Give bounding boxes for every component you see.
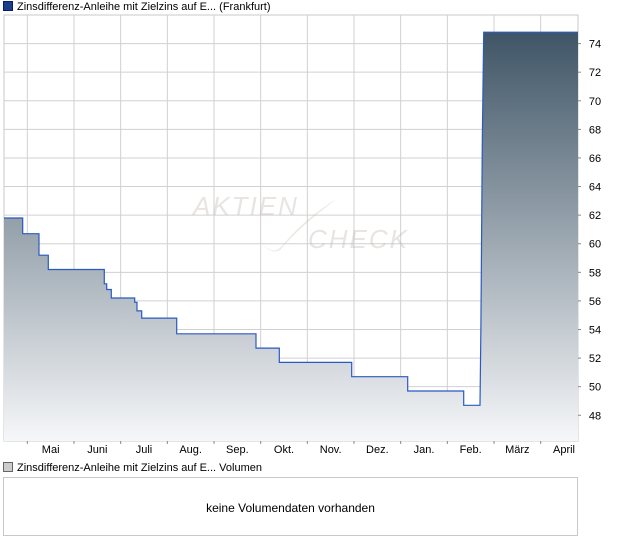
watermark-text-2: CHECK (308, 224, 409, 254)
volume-legend-label: Zinsdifferenz-Anleihe mit Zielzins auf E… (17, 462, 262, 474)
y-tick-label: 48 (589, 410, 601, 422)
price-area (4, 32, 578, 441)
y-axis: 48 50 52 54 56 58 60 62 64 66 68 70 72 74 (578, 39, 601, 422)
price-chart: AKTIEN CHECK 48 50 52 54 56 58 60 62 64 66 68 70 72 7… (3, 14, 601, 456)
y-tick-label: 72 (589, 67, 601, 79)
x-tick-label: Dez. (366, 444, 389, 456)
y-tick-label: 58 (589, 267, 601, 279)
price-line (4, 31, 578, 406)
x-tick-label: März (505, 444, 529, 456)
y-tick-label: 50 (589, 382, 601, 394)
watermark-text-1: AKTIEN (191, 191, 299, 221)
price-legend: Zinsdifferenz-Anleihe mit Zielzins auf E… (3, 1, 271, 14)
price-legend-label: Zinsdifferenz-Anleihe mit Zielzins auf E… (17, 1, 271, 13)
y-tick-label: 52 (589, 353, 601, 365)
x-tick-label: Juni (87, 444, 107, 456)
y-tick-label: 62 (589, 210, 601, 222)
x-tick-label: Mai (42, 444, 60, 456)
x-tick-label: Jan. (414, 444, 435, 456)
x-tick-label: Feb. (460, 444, 482, 456)
watermark-logo: AKTIEN CHECK (191, 191, 409, 254)
x-tick-label: April (553, 444, 575, 456)
volume-panel: keine Volumendaten vorhanden (3, 477, 578, 536)
y-tick-label: 64 (589, 182, 601, 194)
y-tick-label: 60 (589, 239, 601, 251)
y-tick-label: 70 (589, 96, 601, 108)
y-tick-label: 68 (589, 124, 601, 136)
volume-legend: Zinsdifferenz-Anleihe mit Zielzins auf E… (3, 462, 262, 475)
x-tick-label: Juli (136, 444, 153, 456)
x-tick-label: Okt. (274, 444, 294, 456)
y-tick-label: 56 (589, 296, 601, 308)
volume-legend-swatch (3, 462, 13, 472)
volume-empty-message: keine Volumendaten vorhanden (206, 501, 375, 515)
y-tick-label: 54 (589, 324, 601, 336)
x-tick-label: Aug. (179, 444, 202, 456)
x-tick-label: Sep. (226, 444, 249, 456)
y-tick-label: 74 (589, 39, 601, 51)
y-tick-label: 66 (589, 153, 601, 165)
price-legend-swatch (3, 1, 13, 11)
x-tick-label: Nov. (320, 444, 342, 456)
x-axis: Mai Juni Juli Aug. Sep. Okt. Nov. Dez. Jan. Feb. M… (26, 441, 575, 456)
